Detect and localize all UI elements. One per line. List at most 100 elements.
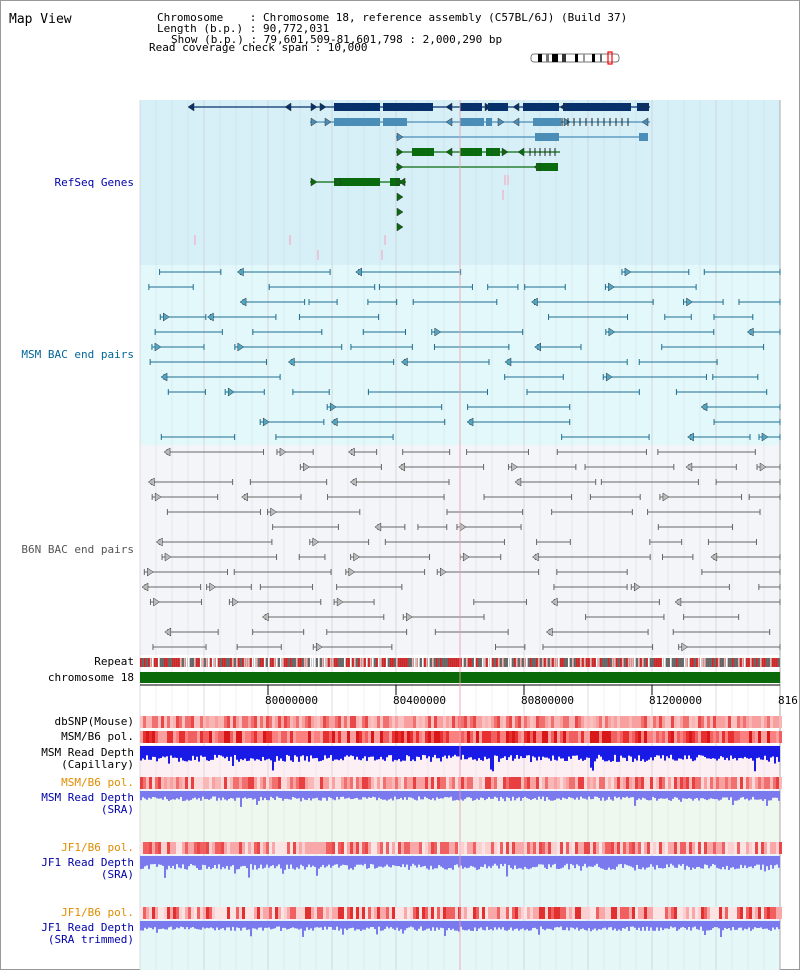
msm-sra-depth-bar xyxy=(670,791,672,801)
msm-capillary-depth-bar xyxy=(654,746,656,757)
msm-capillary-depth-bar xyxy=(666,746,668,757)
msm-pol-sra-cell xyxy=(620,777,623,789)
msm-sra-depth-bar xyxy=(546,791,548,798)
msm-capillary-depth-bar xyxy=(700,746,702,756)
jf1-sra-depth-bar xyxy=(216,856,218,869)
msm-pol-density-cell xyxy=(251,731,254,743)
jf1-trim-depth-bar xyxy=(504,921,506,931)
map-view-title: Map View xyxy=(9,12,72,27)
msm-sra-depth-bar xyxy=(148,791,150,798)
msm-capillary-depth-bar xyxy=(216,746,218,758)
dbsnp-density-cell xyxy=(245,716,248,728)
read-depth-tracks[interactable] xyxy=(140,746,780,937)
jf1-pol-trim-cell xyxy=(590,907,593,919)
jf1-pol-trim-cell xyxy=(302,907,305,919)
repeat-element xyxy=(288,658,290,667)
jf1-sra-depth-bar xyxy=(496,856,498,866)
b6n-bac-track[interactable] xyxy=(141,447,781,652)
jf1-pol-trim-cell xyxy=(452,907,455,919)
jf1-sra-depth-bar xyxy=(196,856,198,869)
msm-capillary-depth-bar xyxy=(236,746,238,760)
msm-sra-depth-bar xyxy=(368,791,370,798)
jf1-trim-depth-bar xyxy=(778,921,780,930)
msm-sra-depth-bar xyxy=(738,791,740,800)
msm-pol-sra-cell xyxy=(461,777,464,789)
msm-capillary-depth-bar xyxy=(716,746,718,761)
jf1-trim-depth-bar xyxy=(256,921,258,930)
jf1-sra-depth-bar xyxy=(146,856,148,866)
ideogram-band xyxy=(592,54,595,62)
repeat-element xyxy=(254,658,256,667)
msm-pol-density-cell xyxy=(353,731,356,743)
msm-pol-density-cell xyxy=(536,731,539,743)
jf1-trim-depth-bar xyxy=(680,921,682,928)
msm-capillary-depth-bar xyxy=(318,746,320,762)
msm-pol-density-cell xyxy=(389,731,392,743)
msm-pol-sra-cell xyxy=(587,777,590,789)
dbsnp-density-cell xyxy=(263,716,266,728)
jf1-sra-depth-bar xyxy=(604,856,606,870)
dbsnp-density-cell xyxy=(149,716,152,728)
jf1-trim-depth-bar xyxy=(576,921,578,928)
jf1-sra-depth-bar xyxy=(674,856,676,868)
msm-capillary-depth-bar xyxy=(626,746,628,762)
repeat-element xyxy=(208,658,210,667)
msm-sra-depth-bar xyxy=(200,791,202,801)
jf1-trim-depth-bar xyxy=(382,921,384,931)
chromosome-ideogram[interactable] xyxy=(530,51,620,65)
gene-row-exon xyxy=(383,118,407,126)
repeat-element xyxy=(654,658,656,667)
jf1-pol-cell xyxy=(425,842,428,854)
msm-pol-sra-cell xyxy=(476,777,479,789)
msm-capillary-depth-bar xyxy=(456,746,458,757)
jf1-pol-trim-cell xyxy=(383,907,386,919)
msm-pol-density-cell xyxy=(236,731,239,743)
refseq-gene-track[interactable] xyxy=(187,102,650,260)
msm-pol-density-cell xyxy=(497,731,500,743)
msm-capillary-depth-bar xyxy=(170,746,172,756)
msm-capillary-depth-bar xyxy=(308,746,310,762)
dbsnp-density-cell xyxy=(686,716,689,728)
jf1-sra-depth-bar xyxy=(258,856,260,869)
jf1-pol-cell xyxy=(272,842,275,854)
repeat-element xyxy=(276,658,278,667)
jf1-sra-depth-bar xyxy=(574,856,576,869)
msm-sra-depth-bar xyxy=(222,791,224,798)
repeat-element xyxy=(380,658,382,667)
jf1-sra-depth-bar xyxy=(654,856,656,870)
dbsnp-density-cell xyxy=(656,716,659,728)
jf1-sra-depth-bar xyxy=(396,856,398,866)
jf1-pol-trim-cell xyxy=(752,907,755,919)
ideogram-band xyxy=(600,54,602,62)
jf1-pol-cell xyxy=(203,842,206,854)
msm-sra-depth-bar xyxy=(498,791,500,801)
msm-pol-sra-cell xyxy=(320,777,323,789)
msm-pol-density-cell xyxy=(335,731,338,743)
variant-density-tracks[interactable] xyxy=(140,716,782,919)
dbsnp-density-cell xyxy=(566,716,569,728)
jf1-pol-cell xyxy=(173,842,176,854)
jf1-trim-depth-bar xyxy=(478,921,480,929)
msm-sra-depth-bar xyxy=(624,791,626,798)
jf1-trim-depth-bar xyxy=(222,921,224,929)
jf1-pol-cell xyxy=(509,842,512,854)
jf1-sra-depth-bar xyxy=(730,856,732,868)
label-msm-b6-pol: MSM/B6 pol. xyxy=(61,730,134,743)
jf1-trim-depth-bar xyxy=(186,921,188,928)
msm-bac-track[interactable] xyxy=(148,267,781,442)
jf1-pol-trim-cell xyxy=(218,907,221,919)
jf1-pol-cell xyxy=(743,842,746,854)
jf1-sra-depth-bar xyxy=(268,856,270,868)
jf1-trim-depth-bar xyxy=(336,921,338,927)
dbsnp-density-cell xyxy=(335,716,338,728)
jf1-trim-depth-bar xyxy=(426,921,428,929)
repeat-element xyxy=(332,658,334,667)
msm-sra-depth-bar xyxy=(176,791,178,799)
repeat-element xyxy=(166,658,168,667)
jf1-trim-depth-bar xyxy=(662,921,664,931)
info-chromosome: Chromosome : Chromosome 18, reference as… xyxy=(157,11,627,24)
jf1-sra-depth-bar xyxy=(722,856,724,867)
jf1-trim-depth-bar xyxy=(210,921,212,928)
jf1-trim-depth-bar xyxy=(524,921,526,931)
